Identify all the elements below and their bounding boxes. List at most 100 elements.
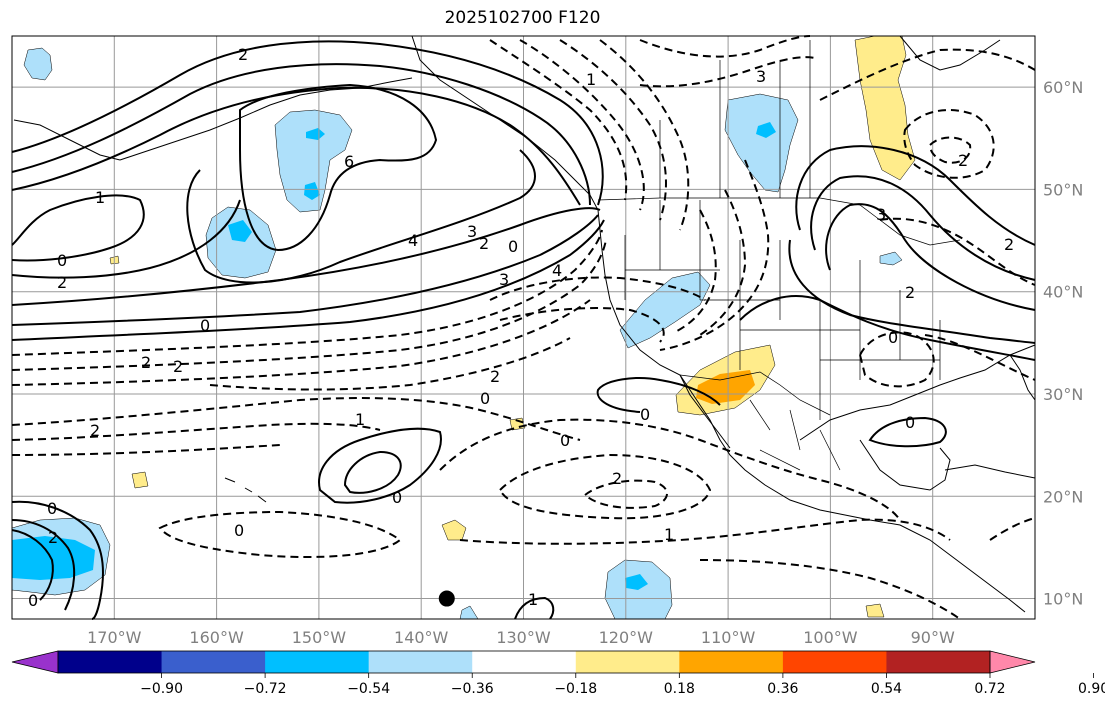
longitude-label: 130°W [496,628,551,647]
colorbar-tick-label: 0.54 [871,681,902,697]
contour-label: 0 [392,488,402,507]
contour-negative [11,299,591,386]
canada-province-line [659,40,811,198]
shade-positive-core [696,370,755,404]
contour-zero [596,377,721,413]
contour-label: 0 [47,499,57,518]
contour-positive [11,194,145,262]
contour-negative [11,397,581,441]
shade-negative [205,206,277,279]
contour-positive [186,149,536,284]
contour-label: 1 [586,70,596,89]
contour-positive [11,207,601,306]
contour-positive [11,519,76,611]
contour-label: 2 [173,357,183,376]
contour-positive [11,529,54,601]
us-canada-border [597,197,961,246]
contour-negative [11,239,607,371]
latitude-labels: 10°N 20°N 30°N 40°N 50°N 60°N [1043,78,1083,608]
colorbar-tick-label: −0.54 [347,681,390,697]
contour-negative [209,337,571,391]
contour-negative [928,136,972,164]
contour-negative [583,479,668,509]
contour-label: 0 [640,405,650,424]
negative-contours [11,35,1036,620]
longitude-label: 160°W [189,628,244,647]
contour-positive [343,450,402,494]
longitude-label: 110°W [701,628,756,647]
contour-positive [318,427,442,504]
contour-label: 2 [57,273,67,292]
contour-label: 2 [612,469,622,488]
latitude-label: 10°N [1043,590,1083,609]
colorbar-segment [472,651,577,673]
state-line [625,269,940,361]
contours [11,40,1036,620]
shade-negative-core [625,574,648,590]
longitude-label: 120°W [599,628,654,647]
contour-zero [868,416,947,448]
mexico-state-line [749,399,841,471]
contour-label: 0 [57,251,67,270]
contour-label: 3 [756,67,766,86]
map-title: 2025102700 F120 [444,8,601,28]
contour-negative [158,510,402,558]
colorbar-segment [58,651,163,673]
shade-positive [441,519,467,541]
contour-positive [11,40,604,206]
contour-positive [810,175,1036,281]
contour-zero [11,219,605,341]
contour-label: 2 [958,151,968,170]
contour-negative [639,35,811,58]
shade-negative-core [756,122,776,138]
contour-label: 1 [95,188,105,207]
colorbar-tick-label: 0.18 [664,681,695,697]
contour-negative [989,517,1036,541]
contour-label: 4 [408,231,418,250]
longitude-label: 150°W [292,628,347,647]
baja-coast [679,374,731,449]
contour-label: 2 [479,234,489,253]
contour-positive [11,86,581,206]
shade-positive [865,603,885,618]
contour-label: 2 [905,283,915,302]
longitude-label: 100°W [803,628,858,647]
latitude-label: 40°N [1043,283,1083,302]
colorbar-outline [57,650,991,674]
longitude-label: 140°W [394,628,449,647]
contour-negative [659,159,770,351]
contour-label: 2 [238,45,248,64]
contour-negative [699,559,961,620]
contour-label: 0 [560,431,570,450]
contour-label: 2 [141,353,151,372]
colorbar-tick-label: 0.72 [974,681,1005,697]
contour-negative [489,39,628,201]
contour-positive [514,596,555,620]
contour-negative [599,39,690,231]
contour-negative [499,307,665,343]
contour-label: 0 [480,389,490,408]
contour-negative [639,56,816,88]
contour-negative [903,109,995,179]
contour-label: 0 [200,316,210,335]
colorbar-extend-low [11,650,59,674]
shade-negative [879,251,903,266]
contour-labels: 6 4 3 2 1 0 2 0 2 2 2 0 4 3 2 0 1 0 0 2 … [28,45,1014,610]
contour-label: 0 [234,521,244,540]
contour-negative [924,334,1036,381]
contour-negative [439,418,901,521]
contour-label: 0 [905,413,915,432]
contour-label: 3 [499,270,509,289]
shade-negative-core [306,128,325,140]
colorbar-segment [265,651,370,673]
contour-positive [825,203,1036,311]
contour-label: 0 [508,237,518,256]
colorbar-segment [782,651,887,673]
contour-positive [788,239,1036,344]
cuba-coast [944,464,1036,479]
contour-label: 0 [28,591,38,610]
contour-label: 6 [344,152,354,171]
contour-negative [674,209,717,333]
contour-label: 1 [528,590,538,609]
colorbar-tick-label: −0.72 [244,681,287,697]
